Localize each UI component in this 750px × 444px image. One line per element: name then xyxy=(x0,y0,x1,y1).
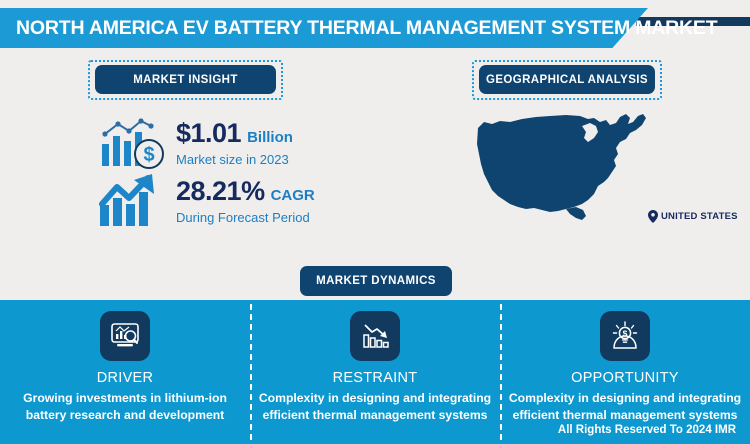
stat-cagr-text: 28.21% CAGR During Forecast Period xyxy=(176,176,315,226)
header-banner-shape xyxy=(0,8,648,48)
dynamics-description-opportunity: Complexity in designing and integrating … xyxy=(508,391,742,422)
dynamics-title-driver: DRIVER xyxy=(96,370,154,386)
header-navy-rule xyxy=(636,17,750,26)
stat-cagr-value: 28.21% xyxy=(176,176,265,206)
dynamics-description-driver: Growing investments in lithium-ion batte… xyxy=(23,391,227,422)
market-insight-badge: MARKET INSIGHT xyxy=(95,65,276,94)
growth-arrow-chart-icon xyxy=(96,172,170,230)
monitor-analytics-search-icon xyxy=(100,311,150,361)
market-insight-badge-frame xyxy=(88,60,283,100)
geographical-analysis-badge: GEOGRAPHICAL ANALYSIS xyxy=(479,65,655,94)
stat-cagr: 28.21% CAGR During Forecast Period xyxy=(96,172,315,230)
stat-market-size-value: $1.01 xyxy=(176,118,242,148)
copyright-note: All Rights Reserved To 2024 IMR xyxy=(557,424,736,436)
dynamics-title-restraint: RESTRAINT xyxy=(332,370,418,386)
declining-bar-chart-icon xyxy=(350,311,400,361)
dynamics-title-opportunity: OPPORTUNITY xyxy=(571,370,679,386)
header: NORTH AMERICA EV BATTERY THERMAL MANAGEM… xyxy=(0,0,750,58)
map-region-label: UNITED STATES xyxy=(648,210,738,223)
stat-market-size-text: $1.01 Billion Market size in 2023 xyxy=(176,118,293,168)
stat-market-size-subtitle: Market size in 2023 xyxy=(176,152,289,167)
location-pin-icon xyxy=(648,210,658,223)
stat-cagr-subtitle: During Forecast Period xyxy=(176,210,310,225)
lightbulb-dollar-idea-icon: $ xyxy=(600,311,650,361)
geographical-analysis-badge-frame xyxy=(472,60,662,100)
svg-text:$: $ xyxy=(143,144,154,166)
map-region-label-text: UNITED STATES xyxy=(661,211,738,222)
bar-chart-dollar-icon: $ xyxy=(96,114,170,172)
market-dynamics-badge: MARKET DYNAMICS xyxy=(300,266,452,296)
dynamics-column-opportunity: $ OPPORTUNITY Complexity in designing an… xyxy=(500,300,750,444)
market-dynamics-band: DRIVER Growing investments in lithium-io… xyxy=(0,300,750,444)
page-title: NORTH AMERICA EV BATTERY THERMAL MANAGEM… xyxy=(16,17,718,39)
dynamics-column-driver: DRIVER Growing investments in lithium-io… xyxy=(0,300,250,444)
stat-market-size-unit: Billion xyxy=(247,129,293,146)
svg-text:$: $ xyxy=(623,329,628,339)
united-states-map-icon xyxy=(470,108,670,230)
dynamics-description-restraint: Complexity in designing and integrating … xyxy=(258,391,492,422)
stat-market-size: $ $1.01 Billion Market size in 2023 xyxy=(96,114,293,172)
dynamics-column-restraint: RESTRAINT Complexity in designing and in… xyxy=(250,300,500,444)
stat-cagr-unit: CAGR xyxy=(270,187,315,204)
